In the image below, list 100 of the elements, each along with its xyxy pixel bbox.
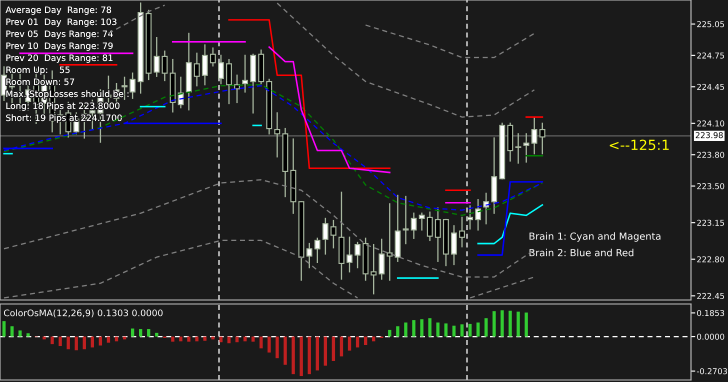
bar — [492, 311, 496, 337]
bar — [324, 336, 328, 366]
annotation: Prev 01 Day Range: 103 — [6, 18, 116, 27]
bar — [420, 319, 424, 337]
annotation: Brain 1: Cyan and Magenta — [530, 232, 660, 242]
bar — [195, 336, 198, 342]
ref-line-label: 223.98 — [696, 132, 723, 138]
bar — [300, 336, 303, 376]
bar — [90, 336, 94, 348]
bar — [42, 336, 46, 340]
bar — [460, 324, 464, 337]
bar — [316, 336, 319, 370]
bar — [106, 336, 110, 343]
candlestick — [370, 244, 377, 294]
bar — [444, 323, 448, 337]
candlestick — [523, 133, 530, 163]
candlestick — [475, 199, 482, 231]
line-series — [268, 46, 390, 174]
y-tick-label: 0.0000 — [697, 334, 724, 340]
bar — [268, 336, 271, 353]
bar — [516, 312, 520, 337]
candlestick — [483, 192, 490, 224]
y-tick-label: 224.75 — [697, 52, 724, 59]
y-tick-label: 223.80 — [697, 152, 724, 158]
candlestick — [322, 218, 328, 255]
bar — [340, 336, 344, 356]
candlestick — [226, 58, 232, 104]
bar — [484, 318, 488, 337]
line-series — [276, 2, 535, 118]
bar — [396, 326, 400, 337]
bar — [356, 336, 360, 348]
y-tick-label: 222.80 — [697, 256, 724, 262]
bar — [308, 336, 311, 374]
bar — [50, 336, 54, 344]
bar — [98, 336, 102, 346]
candlestick — [426, 212, 433, 242]
bar — [82, 336, 86, 350]
bar — [243, 336, 247, 342]
bar — [66, 336, 70, 350]
annotation: <--125:1 — [610, 140, 669, 150]
bar — [508, 310, 512, 337]
bar — [203, 336, 206, 341]
bar — [276, 336, 279, 358]
bar — [147, 329, 150, 337]
bar — [251, 336, 255, 342]
candlestick — [434, 207, 441, 262]
y-tick-label: 223.15 — [697, 220, 724, 226]
bar — [187, 336, 190, 342]
bar — [227, 336, 231, 344]
bar — [524, 312, 528, 337]
line-series — [364, 24, 535, 58]
bar — [332, 336, 336, 361]
candlestick — [346, 236, 352, 272]
bar — [18, 330, 22, 337]
bar — [219, 336, 223, 342]
annotation: Average Day Range: 78 — [6, 6, 112, 15]
bar — [114, 336, 118, 342]
bar — [436, 322, 440, 337]
bar — [404, 322, 408, 337]
annotation: Prev 20 Days Range: 81 — [6, 54, 112, 63]
candlestick — [194, 52, 200, 86]
candlestick — [314, 238, 320, 263]
candlestick — [202, 44, 208, 86]
candlestick — [459, 216, 465, 248]
bar — [364, 336, 368, 345]
bar — [235, 336, 239, 342]
bar — [179, 336, 182, 342]
bar — [211, 336, 215, 340]
bar — [74, 336, 78, 350]
bar — [171, 336, 174, 342]
annotation: Prev 10 Days Range: 79 — [6, 42, 113, 51]
bar — [130, 328, 134, 337]
candlestick — [410, 212, 417, 239]
bar — [500, 310, 504, 337]
candlestick — [418, 212, 425, 231]
y-tick-label: 225.05 — [697, 21, 724, 28]
y-tick-label: 224.10 — [697, 120, 724, 127]
bar — [2, 321, 6, 337]
y-tick-label: -0.2703 — [696, 368, 728, 374]
candlestick — [451, 225, 457, 266]
y-tick-label: 224.45 — [697, 84, 724, 90]
bar — [388, 330, 392, 337]
bar — [468, 324, 472, 337]
bar — [139, 329, 142, 337]
candlestick — [531, 117, 538, 154]
annotation: Brain 2: Blue and Red — [530, 248, 634, 256]
bar — [476, 322, 480, 337]
candlestick — [330, 220, 336, 248]
candlestick — [306, 242, 312, 268]
bar — [372, 336, 376, 342]
candlestick — [402, 196, 409, 244]
candlestick — [162, 50, 168, 82]
bar — [155, 332, 158, 337]
candlestick — [378, 238, 385, 280]
candlestick — [210, 47, 216, 66]
bar — [348, 336, 352, 351]
bar — [292, 336, 295, 374]
y-tick-label: 222.45 — [697, 292, 724, 299]
text: ColorOsMA(12,26,9) 0.1303 0.0000 — [4, 309, 163, 318]
bar — [284, 336, 287, 365]
